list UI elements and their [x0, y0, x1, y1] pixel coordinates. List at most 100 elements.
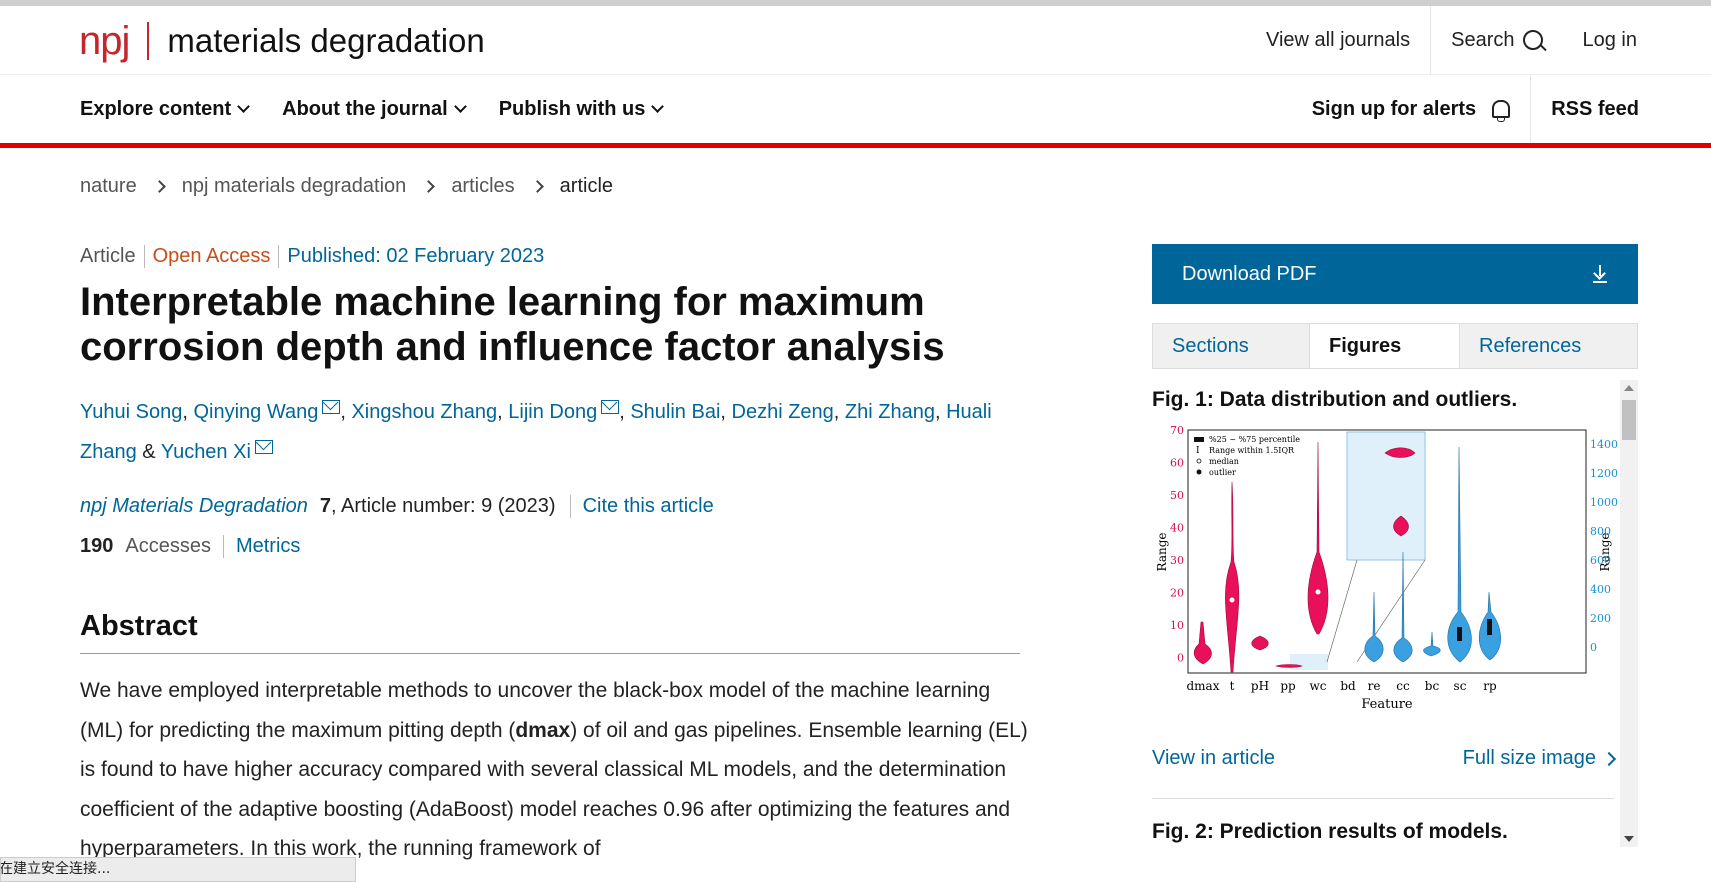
email-icon[interactable] [601, 400, 619, 414]
metrics-link[interactable]: Metrics [236, 535, 300, 558]
nav-about-label: About the journal [282, 98, 448, 121]
tab-references[interactable]: References [1460, 324, 1637, 368]
right-tick-label: 1200 [1590, 467, 1618, 480]
left-tick-label: 10 [1170, 619, 1184, 632]
legend-median: median [1209, 457, 1239, 466]
right-tick-label: 1000 [1590, 496, 1618, 509]
nav-about-journal[interactable]: About the journal [282, 98, 465, 121]
left-tick-label: 60 [1170, 457, 1184, 470]
article-type: Article [80, 245, 145, 268]
right-tick-label: 0 [1590, 641, 1597, 654]
author-link[interactable]: Dezhi Zeng [732, 401, 834, 423]
right-tick-label: 600 [1590, 554, 1611, 567]
author-and: & [142, 441, 155, 463]
search-label: Search [1451, 29, 1514, 52]
scroll-up-arrow-icon[interactable] [1624, 385, 1634, 391]
svg-text:I: I [1196, 446, 1200, 456]
x-tick-label: sc [1454, 679, 1467, 693]
journal-logo[interactable]: npj materials degradation [79, 18, 485, 64]
figure-1-image[interactable]: %25 ~ %75 percentile I Range within 1.5I… [1152, 422, 1622, 727]
sign-up-alerts-link[interactable]: Sign up for alerts [1292, 98, 1530, 121]
y-axis-label-left: Range [1155, 533, 1169, 572]
accesses-count: 190 [80, 535, 113, 558]
site-header: npj materials degradation View all journ… [0, 6, 1711, 75]
x-tick-label: dmax [1187, 679, 1220, 693]
view-in-article-link[interactable]: View in article [1152, 747, 1275, 770]
author-link[interactable]: Lijin Dong [508, 401, 597, 423]
author-link[interactable]: Yuhui Song [80, 401, 182, 423]
status-text: 正在建立安全连接... [0, 861, 110, 877]
nav-explore-label: Explore content [80, 98, 231, 121]
chevron-down-icon [237, 100, 250, 113]
email-icon[interactable] [322, 400, 340, 414]
rss-feed-link[interactable]: RSS feed [1531, 98, 1639, 121]
nav-publish-label: Publish with us [499, 98, 646, 121]
search-button[interactable]: Search [1431, 6, 1562, 74]
header-actions: View all journals Search Log in [1246, 6, 1711, 74]
nav-publish[interactable]: Publish with us [499, 98, 663, 121]
nav-menu: Explore content About the journal Publis… [80, 75, 662, 143]
breadcrumb-journal[interactable]: npj materials degradation [182, 175, 407, 198]
login-link[interactable]: Log in [1563, 6, 1711, 74]
download-pdf-label: Download PDF [1182, 263, 1317, 286]
download-icon [1592, 265, 1608, 283]
breadcrumb: nature npj materials degradation article… [80, 175, 613, 198]
citation-line: npj Materials Degradation 7 , Article nu… [80, 495, 714, 518]
x-tick-label: wc [1310, 679, 1327, 693]
chevron-right-icon [1602, 751, 1616, 765]
chevron-right-icon [531, 180, 544, 193]
breadcrumb-articles[interactable]: articles [451, 175, 514, 198]
x-tick-label: t [1230, 679, 1235, 693]
tab-figures[interactable]: Figures [1309, 324, 1460, 368]
search-icon [1523, 30, 1543, 50]
author-list: Yuhui Song, Qinying Wang, Xingshou Zhang… [80, 392, 1000, 472]
legend-outlier: outlier [1209, 468, 1236, 477]
legend-range: Range within 1.5IQR [1209, 446, 1295, 455]
full-size-label: Full size image [1463, 747, 1596, 770]
article-meta: Article Open Access Published: 02 Februa… [80, 245, 544, 268]
published-date-link[interactable]: Published: 02 February 2023 [279, 245, 544, 268]
download-pdf-button[interactable]: Download PDF [1152, 244, 1638, 304]
open-access-badge: Open Access [145, 245, 280, 268]
logo-divider [147, 22, 149, 60]
x-axis-label: Feature [1361, 697, 1413, 712]
article-number: , Article number: 9 (2023) [331, 495, 571, 518]
figure-divider [1152, 798, 1614, 799]
abstract-bold-term: dmax [515, 719, 570, 742]
accesses-label: Accesses [125, 535, 224, 558]
email-icon[interactable] [255, 440, 273, 454]
full-size-image-link[interactable]: Full size image [1463, 747, 1614, 770]
author-link[interactable]: Yuchen Xi [161, 441, 251, 463]
figures-scrollbar[interactable] [1620, 380, 1638, 847]
logo-brand: npj [79, 19, 129, 64]
left-tick-label: 0 [1177, 652, 1184, 665]
article-metrics: 190 Accesses Metrics [80, 535, 300, 558]
legend-percentile: %25 ~ %75 percentile [1209, 435, 1300, 444]
x-tick-label: bd [1340, 679, 1356, 693]
left-tick-label: 50 [1170, 489, 1184, 502]
chevron-right-icon [153, 180, 166, 193]
author-link[interactable]: Shulin Bai [630, 401, 720, 423]
right-tick-label: 800 [1590, 525, 1611, 538]
x-tick-label: cc [1396, 679, 1410, 693]
view-all-journals-link[interactable]: View all journals [1246, 6, 1430, 74]
x-tick-label: re [1368, 679, 1381, 693]
violin-pp [1276, 665, 1302, 668]
author-link[interactable]: Zhi Zhang [845, 401, 935, 423]
browser-status-bar: 正在建立安全连接... [0, 857, 356, 882]
scroll-down-arrow-icon[interactable] [1624, 836, 1634, 842]
logo-journal-name: materials degradation [167, 22, 484, 60]
cite-article-link[interactable]: Cite this article [583, 495, 714, 518]
abstract-heading: Abstract [80, 610, 1020, 654]
right-tick-label: 1400 [1590, 438, 1618, 451]
breadcrumb-current: article [560, 175, 613, 198]
scroll-thumb[interactable] [1622, 400, 1636, 440]
tab-sections[interactable]: Sections [1153, 324, 1309, 368]
author-link[interactable]: Qinying Wang [193, 401, 318, 423]
journal-title-link[interactable]: npj Materials Degradation [80, 495, 308, 517]
right-tick-label: 400 [1590, 583, 1611, 596]
chevron-down-icon [651, 100, 664, 113]
breadcrumb-nature[interactable]: nature [80, 175, 137, 198]
nav-explore-content[interactable]: Explore content [80, 98, 248, 121]
author-link[interactable]: Xingshou Zhang [351, 401, 497, 423]
